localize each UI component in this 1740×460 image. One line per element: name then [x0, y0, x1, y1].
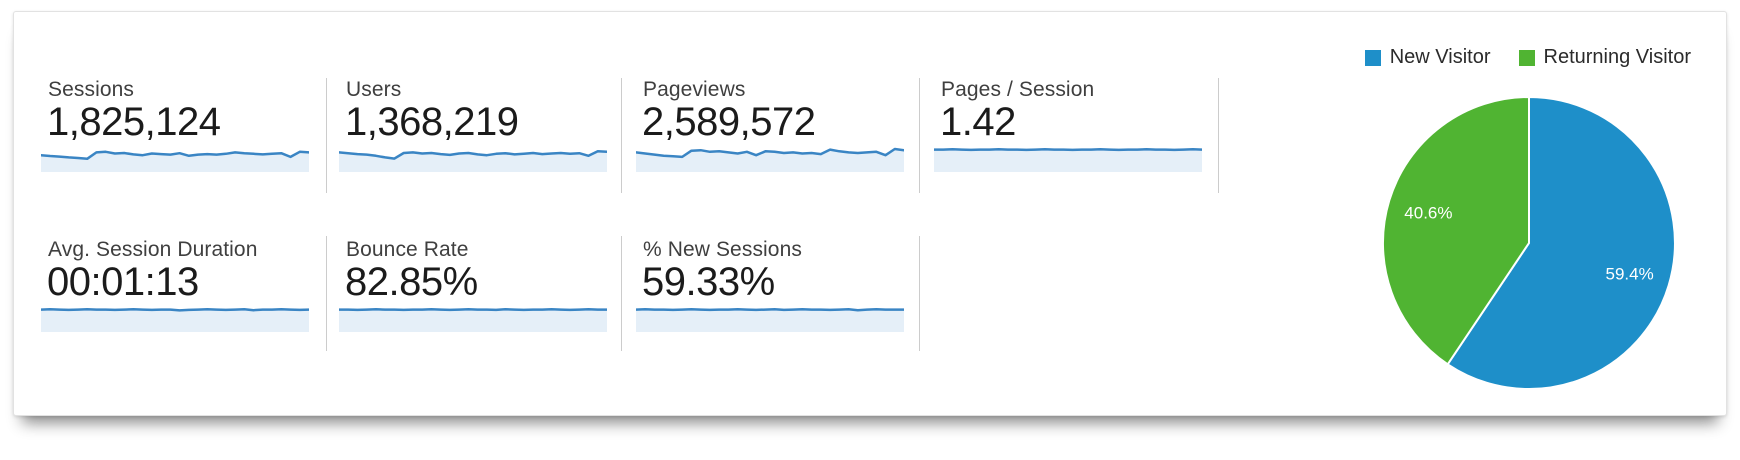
divider [326, 236, 327, 351]
new-vs-returning-pie-chart: 59.4% 40.6% [1381, 95, 1676, 390]
percent-new-sessions-sparkline-chart [636, 308, 904, 332]
legend-label: New Visitor [1389, 46, 1491, 68]
legend-swatch-returning-visitor-icon [1518, 49, 1535, 66]
divider [919, 78, 920, 193]
metric-label: Avg. Session Duration [48, 238, 258, 261]
divider [621, 236, 622, 351]
pages-per-session-sparkline-chart [934, 148, 1202, 172]
metric-users: Users 1,368,219 [339, 76, 619, 176]
metric-percent-new-sessions: % New Sessions 59.33% [636, 236, 916, 336]
metric-pageviews: Pageviews 2,589,572 [636, 76, 916, 176]
metric-value: 1,825,124 [47, 100, 221, 144]
metric-value: 59.33% [642, 260, 775, 304]
pie-legend: New Visitor Returning Visitor [1364, 46, 1691, 69]
avg-session-duration-sparkline-chart [41, 308, 309, 332]
divider [919, 236, 920, 351]
legend-item-new-visitor: New Visitor [1364, 46, 1491, 69]
metric-label: Sessions [48, 78, 135, 101]
metric-value: 2,589,572 [642, 100, 816, 144]
metric-value: 1.42 [940, 100, 1016, 144]
legend-item-returning-visitor: Returning Visitor [1518, 46, 1691, 69]
legend-swatch-new-visitor-icon [1364, 49, 1381, 66]
divider [1218, 78, 1219, 193]
metric-label: Pageviews [643, 78, 746, 101]
pie-slice-label: 59.4% [1605, 265, 1653, 284]
bounce-rate-sparkline-chart [339, 308, 607, 332]
metric-label: Users [346, 78, 402, 101]
metric-sessions: Sessions 1,825,124 [41, 76, 321, 176]
metric-value: 1,368,219 [345, 100, 519, 144]
analytics-overview-card: Sessions 1,825,124 Users 1,368,219 Pagev… [13, 11, 1727, 416]
metric-label: % New Sessions [643, 238, 802, 261]
divider [326, 78, 327, 193]
pageviews-sparkline-chart [636, 147, 904, 172]
users-sparkline-chart [339, 150, 607, 172]
divider [621, 78, 622, 193]
pie-slice [1381, 95, 1530, 366]
pie-slice-label: 40.6% [1404, 203, 1452, 222]
metric-label: Pages / Session [941, 78, 1095, 101]
metric-avg-session-duration: Avg. Session Duration 00:01:13 [41, 236, 321, 336]
metric-bounce-rate: Bounce Rate 82.85% [339, 236, 619, 336]
pie-slice [1446, 95, 1676, 390]
metric-value: 00:01:13 [47, 260, 199, 304]
metric-value: 82.85% [345, 260, 478, 304]
legend-label: Returning Visitor [1543, 46, 1691, 68]
sessions-sparkline-chart [41, 150, 309, 172]
metric-pages-per-session: Pages / Session 1.42 [934, 76, 1214, 176]
metric-label: Bounce Rate [346, 238, 469, 261]
